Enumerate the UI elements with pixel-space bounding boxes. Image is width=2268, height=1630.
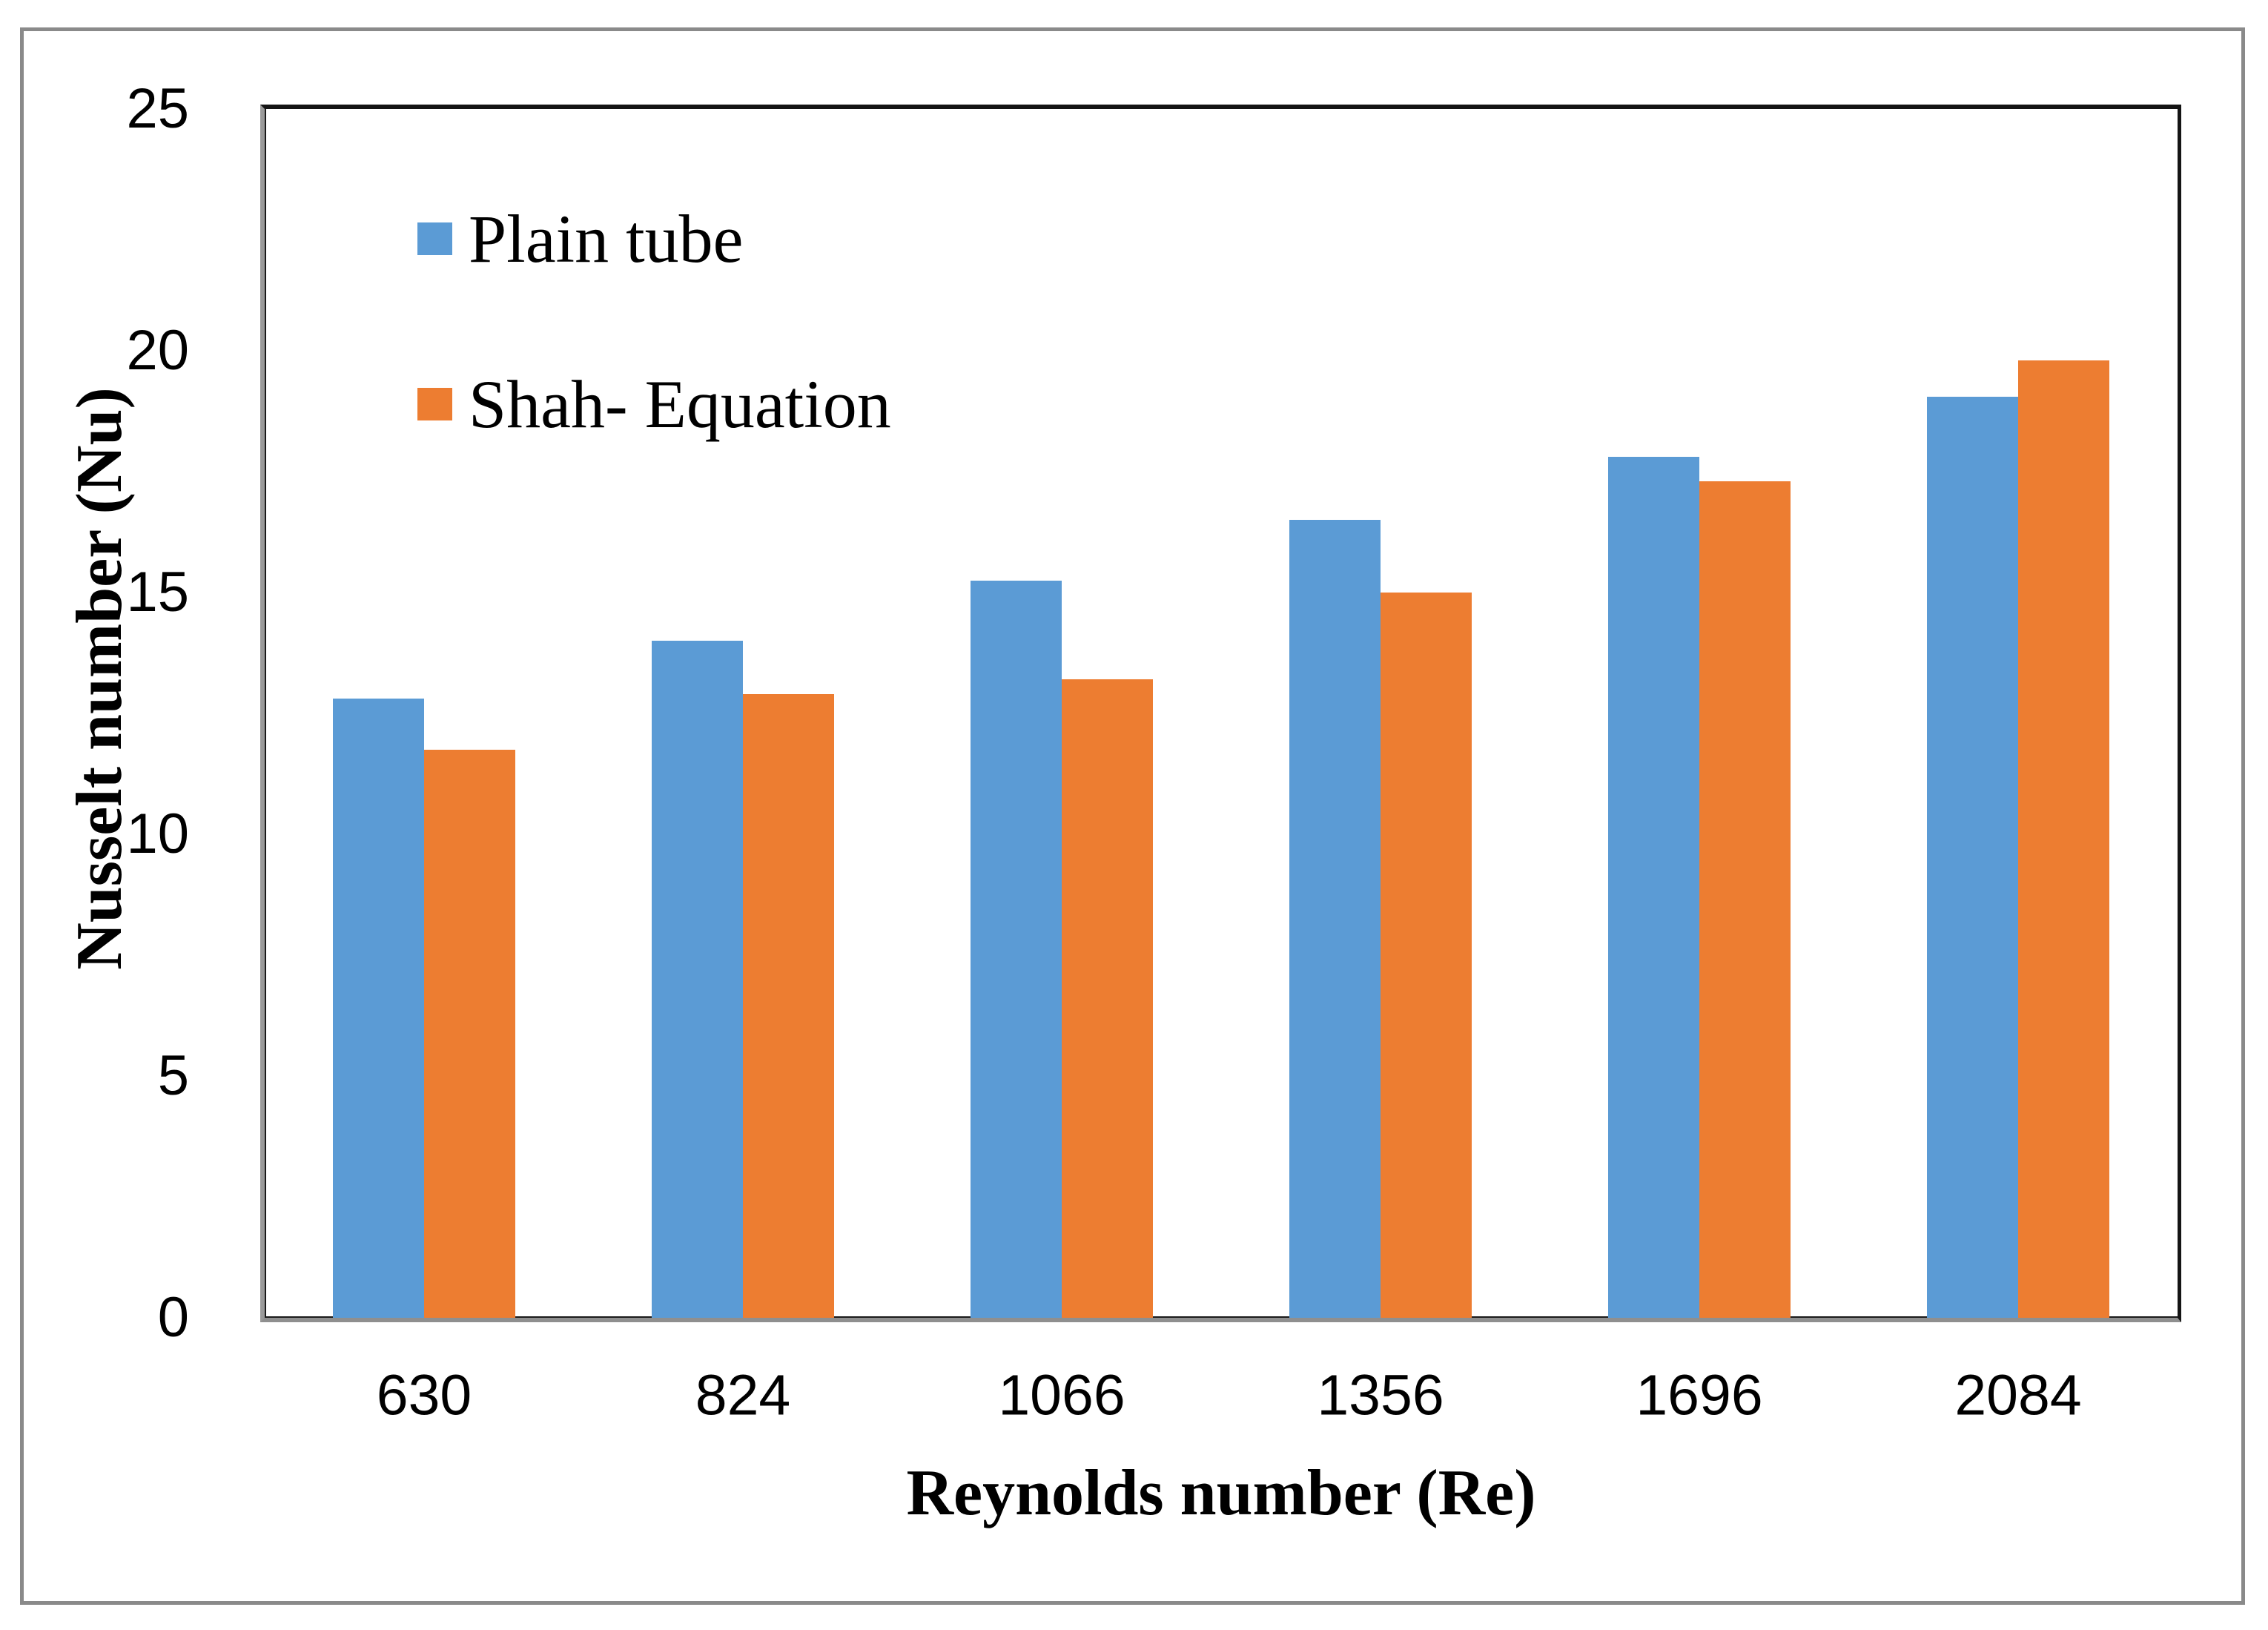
bar-plain-tube-824 xyxy=(652,641,743,1318)
bar-plain-tube-1066 xyxy=(971,580,1062,1318)
legend-item-shah-equation: Shah- Equation xyxy=(417,370,891,438)
bar-shah-equation-1356 xyxy=(1381,593,1472,1318)
y-tick-5: 5 xyxy=(157,1044,189,1107)
x-tick-1696: 1696 xyxy=(1636,1363,1763,1428)
y-tick-20: 20 xyxy=(126,319,189,382)
y-axis-title: Nusselt number (Nu) xyxy=(64,387,136,970)
legend-item-plain-tube: Plain tube xyxy=(417,205,744,273)
legend-swatch-shah-equation-icon xyxy=(417,388,452,420)
plot-area xyxy=(260,105,2181,1322)
x-tick-824: 824 xyxy=(695,1363,791,1428)
bar-plain-tube-2084 xyxy=(1927,396,2018,1318)
x-axis-title: Reynolds number (Re) xyxy=(906,1457,1536,1529)
y-tick-10: 10 xyxy=(126,802,189,865)
bar-group-1356 xyxy=(1221,109,1540,1318)
bar-shah-equation-1696 xyxy=(1699,481,1791,1318)
x-tick-630: 630 xyxy=(376,1363,472,1428)
bar-group-1066 xyxy=(902,109,1221,1318)
bar-plain-tube-1696 xyxy=(1608,457,1699,1318)
bar-plain-tube-630 xyxy=(333,699,424,1318)
bar-shah-equation-1066 xyxy=(1062,679,1153,1318)
bar-group-1696 xyxy=(1540,109,1859,1318)
y-tick-0: 0 xyxy=(157,1286,189,1349)
legend-label-plain-tube: Plain tube xyxy=(469,200,744,277)
figure-border xyxy=(20,27,2245,1605)
x-tick-1066: 1066 xyxy=(998,1363,1125,1428)
bar-shah-equation-630 xyxy=(424,749,515,1318)
legend-label-shah-equation: Shah- Equation xyxy=(469,366,891,442)
x-tick-2084: 2084 xyxy=(1954,1363,2082,1428)
x-tick-1356: 1356 xyxy=(1317,1363,1444,1428)
bar-groups xyxy=(265,109,2178,1318)
bar-shah-equation-824 xyxy=(743,693,834,1318)
bar-group-630 xyxy=(265,109,583,1318)
bar-group-824 xyxy=(583,109,902,1318)
bar-plain-tube-1356 xyxy=(1289,520,1381,1318)
bar-group-2084 xyxy=(1859,109,2178,1318)
bar-shah-equation-2084 xyxy=(2018,360,2109,1318)
y-tick-25: 25 xyxy=(126,77,189,140)
legend-swatch-plain-tube-icon xyxy=(417,222,452,255)
y-tick-15: 15 xyxy=(126,561,189,624)
